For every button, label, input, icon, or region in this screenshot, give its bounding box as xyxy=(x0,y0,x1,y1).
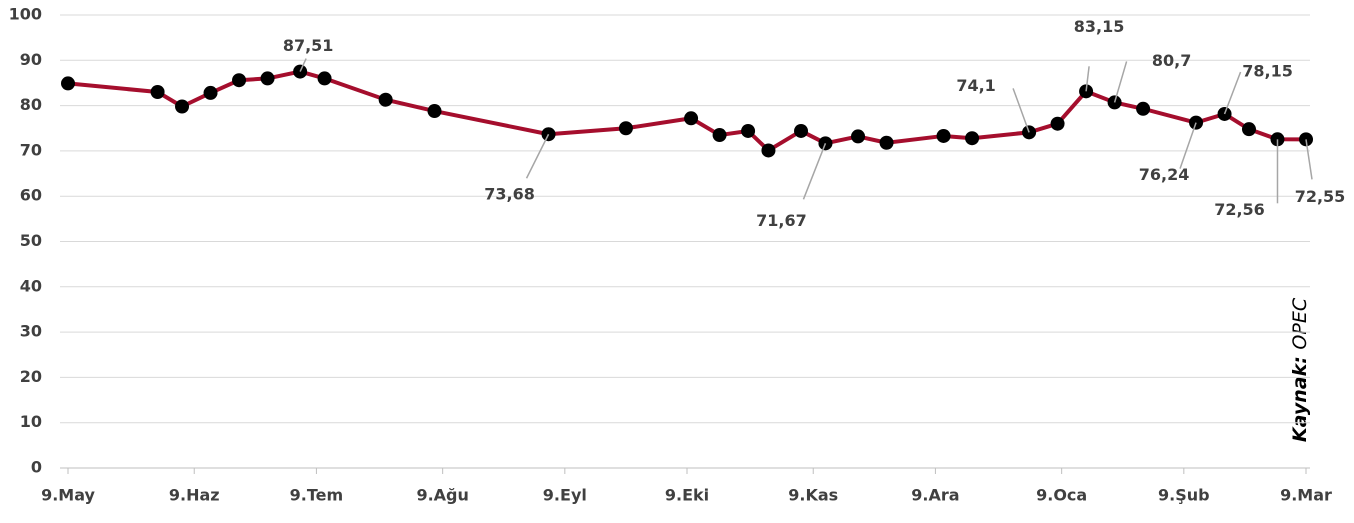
data-point xyxy=(150,85,165,100)
y-tick-label: 20 xyxy=(20,367,42,386)
y-tick-label: 90 xyxy=(20,50,42,69)
data-point xyxy=(965,131,980,146)
leader-line xyxy=(1085,66,1090,92)
data-point xyxy=(260,71,275,86)
data-label: 80,7 xyxy=(1152,51,1191,70)
y-tick-label: 100 xyxy=(9,5,42,24)
data-label: 87,51 xyxy=(283,36,334,55)
x-tick-label: 9.Eki xyxy=(665,486,709,505)
source: OPEC xyxy=(1289,297,1311,349)
y-tick-label: 50 xyxy=(20,231,42,250)
leader-line xyxy=(1113,61,1128,103)
leader-line xyxy=(525,133,550,179)
data-label: 74,1 xyxy=(956,76,995,95)
data-point xyxy=(427,104,442,119)
source-note: Kaynak: OPEC xyxy=(1289,297,1311,442)
leader-line xyxy=(802,143,827,200)
y-tick-label: 40 xyxy=(20,276,42,295)
data-label: 73,68 xyxy=(484,185,535,204)
y-tick-label: 60 xyxy=(20,186,42,205)
y-tick-label: 30 xyxy=(20,322,42,341)
data-point xyxy=(684,111,699,126)
leader-line xyxy=(1012,88,1030,133)
data-label: 76,24 xyxy=(1139,165,1190,184)
y-tick-label: 0 xyxy=(31,458,42,477)
data-point xyxy=(175,99,190,114)
data-point xyxy=(879,135,894,150)
data-label: 71,67 xyxy=(756,211,807,230)
x-tick-label: 9.Şub xyxy=(1158,486,1210,505)
x-tick-label: 9.Tem xyxy=(290,486,344,505)
data-label: 83,15 xyxy=(1074,17,1125,36)
data-point xyxy=(317,71,332,86)
y-tick-label: 70 xyxy=(20,140,42,159)
data-point xyxy=(378,92,393,107)
x-tick-label: 9.Ara xyxy=(911,486,959,505)
data-point xyxy=(761,143,776,158)
data-point xyxy=(61,76,75,91)
x-tick-label: 9.Eyl xyxy=(543,486,587,505)
source-label: Kaynak: xyxy=(1289,356,1311,442)
data-point xyxy=(936,128,951,143)
x-tick-label: 9.Oca xyxy=(1036,486,1087,505)
data-point xyxy=(741,123,756,138)
data-label: 78,15 xyxy=(1242,61,1293,80)
leader-line xyxy=(1179,122,1197,169)
data-label: 72,56 xyxy=(1214,200,1265,219)
x-tick-label: 9.May xyxy=(41,486,95,505)
data-point xyxy=(1050,116,1065,131)
x-tick-label: 9.Mar xyxy=(1280,486,1332,505)
y-tick-label: 10 xyxy=(20,412,42,431)
data-point xyxy=(203,85,218,100)
x-tick-label: 9.Kas xyxy=(788,486,838,505)
data-point xyxy=(232,73,247,88)
data-point xyxy=(712,128,727,143)
leader-line xyxy=(299,58,307,72)
leader-line xyxy=(1305,139,1313,180)
x-tick-label: 9.Ağu xyxy=(416,486,468,505)
data-point xyxy=(794,123,809,138)
y-tick-label: 80 xyxy=(20,95,42,114)
data-point xyxy=(618,121,633,136)
data-label: 72,55 xyxy=(1295,187,1346,206)
data-point xyxy=(1241,122,1256,137)
data-point xyxy=(851,129,866,144)
x-tick-label: 9.Haz xyxy=(169,486,220,505)
data-point xyxy=(1136,101,1151,116)
leader-line xyxy=(1223,71,1242,115)
